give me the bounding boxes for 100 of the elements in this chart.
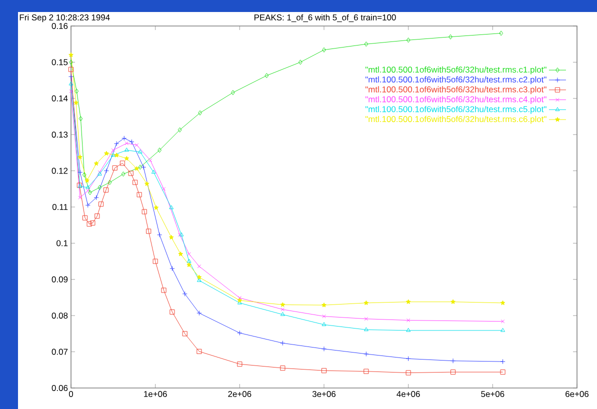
point (144, 181, 150, 186)
point (230, 90, 235, 96)
point (406, 370, 411, 376)
point (138, 149, 142, 154)
point (134, 143, 139, 147)
point (187, 252, 191, 256)
point (168, 234, 174, 240)
point (406, 38, 410, 43)
y-tick-label: 0.16 (52, 23, 68, 29)
point (98, 184, 102, 190)
point (129, 139, 134, 144)
point (196, 348, 202, 354)
point (114, 152, 119, 158)
point (237, 298, 242, 302)
point (132, 180, 138, 185)
point (114, 141, 120, 146)
point (94, 195, 99, 200)
point (77, 170, 83, 175)
x-tick-label: 6e+06 (566, 391, 589, 398)
point (82, 215, 88, 220)
point (112, 165, 118, 170)
point (162, 187, 166, 191)
point (108, 180, 112, 185)
point (170, 266, 175, 272)
x-tick-label: 1e+06 (144, 391, 167, 398)
point (78, 154, 82, 160)
y-tick-label: 0.12 (52, 168, 68, 174)
point (322, 322, 326, 326)
point (68, 66, 74, 72)
point (110, 152, 116, 157)
point (364, 327, 368, 332)
point (122, 136, 127, 141)
legend-label: "mtl.100.500.1of6with5of6/32hu/test.rms.c4.plot" (365, 96, 546, 104)
point (364, 300, 369, 306)
point (121, 172, 126, 177)
point (182, 291, 188, 296)
point (74, 100, 78, 105)
point (186, 258, 192, 263)
point (146, 228, 152, 234)
point (178, 252, 184, 256)
point (237, 330, 242, 336)
point (161, 288, 166, 293)
point (136, 192, 142, 198)
point (322, 314, 326, 318)
y-tick-label: 0.15 (52, 59, 68, 66)
point (186, 262, 192, 268)
legend-label: "mtl.100.500.1of6with5of6/32hu/test.rms.c6.plot" (365, 116, 546, 124)
point (196, 274, 202, 280)
y-tick-label: 0.08 (52, 312, 68, 319)
point (111, 148, 116, 152)
chart-title: PEAKS: 1_of_6 with 5_of_6 train=100 (254, 14, 396, 22)
y-tick-label: 0.1 (56, 240, 68, 246)
point (364, 351, 369, 357)
point (196, 278, 202, 282)
point (500, 300, 506, 306)
point (84, 178, 90, 183)
point (94, 214, 100, 219)
point (322, 47, 326, 52)
point (280, 302, 286, 307)
point (280, 340, 286, 346)
point (142, 209, 147, 214)
point (264, 73, 269, 78)
point (104, 168, 109, 174)
x-tick-label: 0 (68, 391, 74, 398)
point (450, 358, 456, 364)
point (86, 184, 90, 189)
point (364, 368, 369, 374)
y-tick-label: 0.13 (52, 132, 68, 138)
point (406, 356, 411, 362)
point (238, 296, 242, 300)
point (280, 366, 286, 371)
point (103, 187, 109, 193)
point (154, 205, 159, 210)
x-tick-label: 4e+06 (396, 391, 420, 398)
point (74, 88, 79, 94)
point (78, 196, 82, 200)
point (98, 202, 104, 207)
point (364, 42, 368, 47)
x-tick-label: 3e+06 (312, 391, 336, 398)
point (322, 302, 326, 308)
point (90, 220, 96, 226)
point (170, 309, 175, 315)
point (406, 299, 411, 304)
y-tick-label: 0.07 (52, 348, 68, 355)
legend-label: "mtl.100.500.1of6with5of6/32hu/test.rms.c5.plot" (365, 106, 546, 114)
text: Fri Sep 2 10:28:23 1994 (20, 14, 110, 22)
point (124, 141, 129, 146)
point (152, 258, 158, 264)
y-tick-label: 0.06 (52, 385, 68, 391)
point (450, 370, 456, 375)
point (321, 346, 327, 352)
point (196, 310, 202, 316)
point (157, 232, 162, 238)
point (86, 188, 90, 193)
point (68, 52, 74, 58)
point (158, 148, 162, 153)
point (134, 166, 140, 171)
legend-label: "mtl.100.500.1of6with5of6/32hu/test.rms.c1.plot" (365, 66, 546, 74)
point (237, 362, 242, 367)
point (148, 158, 152, 162)
